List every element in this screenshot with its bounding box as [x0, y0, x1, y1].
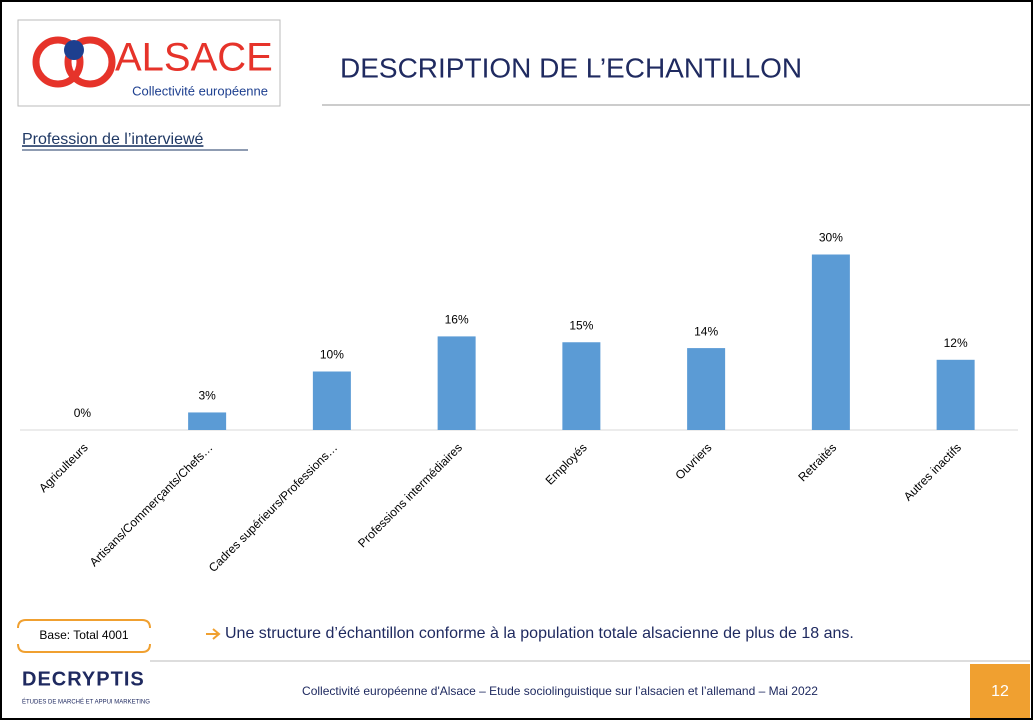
footer-brand: DECRYPTIS — [22, 668, 145, 690]
value-label: 30% — [819, 231, 843, 245]
bar — [687, 348, 726, 430]
value-label: 16% — [445, 313, 469, 327]
bar — [188, 412, 227, 430]
logo-box — [17, 19, 281, 107]
value-label: 0% — [74, 406, 92, 420]
value-label: 14% — [694, 324, 718, 338]
page-number: 12 — [991, 683, 1009, 700]
logo-tagline: Collectivité européenne — [132, 83, 268, 98]
logo-name: ALSACE — [115, 36, 273, 80]
page-number-box — [970, 664, 1030, 718]
slide-title: DESCRIPTION DE L’ECHANTILLON — [340, 52, 802, 83]
value-label: 3% — [198, 389, 216, 403]
base-label: Base: Total 4001 — [39, 628, 129, 642]
base-box-bottom — [17, 643, 151, 653]
logo-mark — [32, 36, 116, 88]
bar — [562, 342, 601, 430]
section-label: Profession de l’interviewé — [22, 131, 204, 148]
footer-text: Collectivité européenne d'Alsace – Etude… — [302, 684, 818, 698]
value-label: 10% — [320, 348, 344, 362]
base-box-top — [17, 619, 151, 629]
bar — [936, 359, 975, 430]
bar — [811, 254, 850, 430]
conclusion: Une structure d’échantillon conforme à l… — [225, 625, 854, 642]
bar — [437, 336, 476, 430]
bar — [312, 371, 351, 430]
footer-brand-tagline: ÉTUDES DE MARCHÉ ET APPUI MARKETING — [22, 699, 150, 706]
value-label: 12% — [944, 336, 968, 350]
arrow-icon — [206, 628, 221, 640]
value-label: 15% — [569, 318, 593, 332]
